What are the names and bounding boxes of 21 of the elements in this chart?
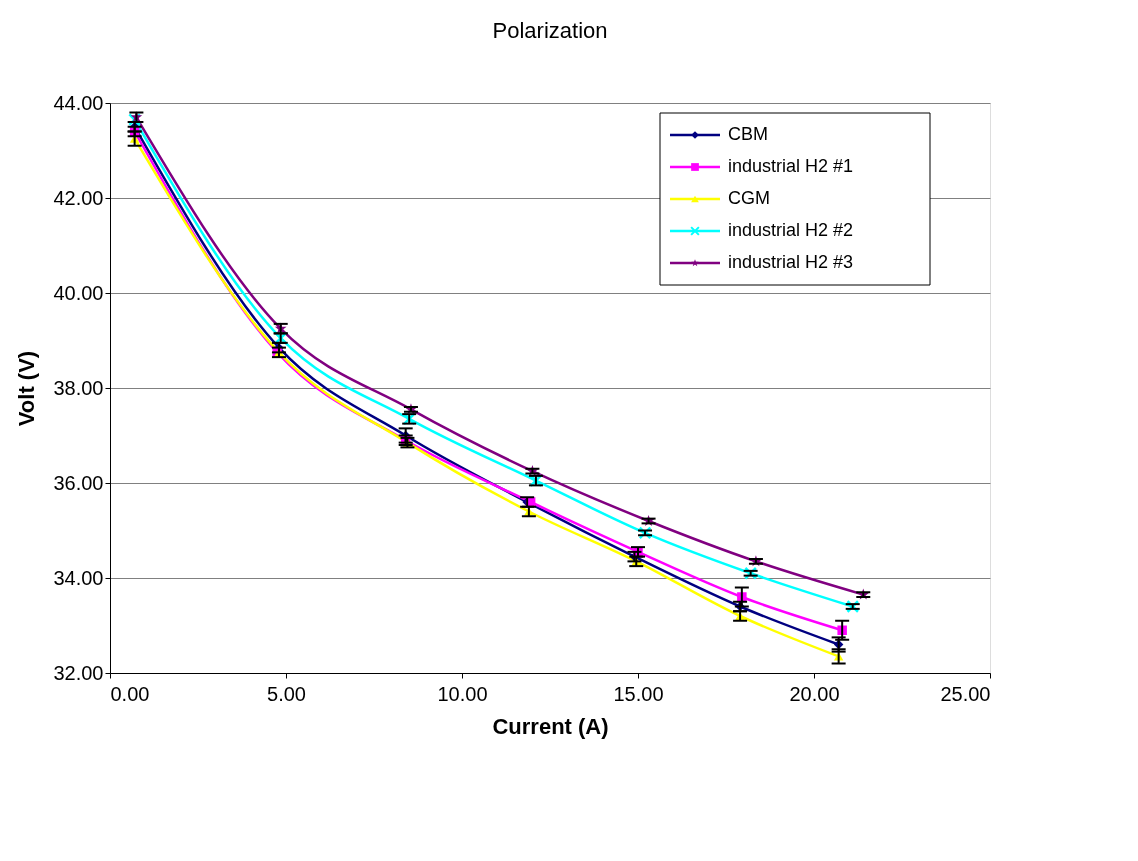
x-tick-label: 15.00 [613, 682, 664, 705]
legend-label: CBM [728, 124, 768, 144]
y-tick-label: 42.00 [53, 186, 104, 209]
y-tick-label: 38.00 [53, 376, 104, 399]
y-tick-label: 34.00 [53, 566, 104, 589]
y-tick-label: 36.00 [53, 471, 104, 494]
legend-label: industrial H2 #2 [728, 220, 854, 240]
x-tick-label: 5.00 [267, 682, 306, 705]
y-tick-label: 32.00 [53, 661, 104, 684]
legend-label: CGM [728, 188, 770, 208]
x-axis-title: Current (A) [492, 713, 609, 739]
chart-title: Polarization [492, 18, 608, 43]
legend-label: industrial H2 #3 [728, 252, 854, 272]
y-axis-title: Volt (V) [14, 350, 40, 427]
x-tick-label: 25.00 [940, 682, 991, 705]
y-tick-label: 40.00 [53, 281, 104, 304]
legend-label: industrial H2 #1 [728, 156, 854, 176]
y-tick-label: 44.00 [53, 91, 104, 114]
x-tick-label: 0.00 [110, 682, 150, 705]
x-tick-label: 20.00 [789, 682, 840, 705]
x-tick-label: 10.00 [437, 682, 488, 705]
